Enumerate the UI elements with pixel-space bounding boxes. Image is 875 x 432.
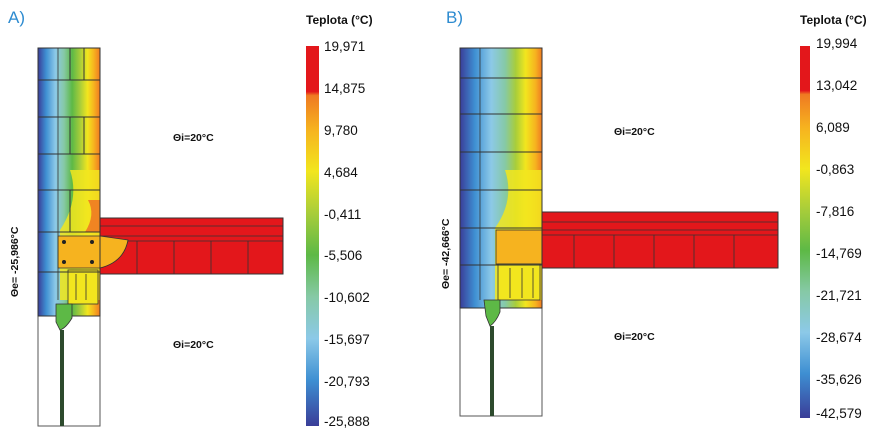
panel-b-detail xyxy=(459,47,779,417)
panel-a-sill xyxy=(55,303,73,331)
panel-b-tick: -7,816 xyxy=(816,204,855,219)
panel-b-tick: -0,863 xyxy=(816,162,855,177)
panel-b-tick: -28,674 xyxy=(816,330,862,345)
panel-a-column-outline xyxy=(37,315,101,427)
panel-b-window-frame xyxy=(497,263,541,301)
panel-b-scale-title: Teplota (°C) xyxy=(800,13,867,27)
panel-a-tick: 19,971 xyxy=(324,39,366,54)
panel-b-tick: -35,626 xyxy=(816,372,862,387)
panel-b-sill xyxy=(483,299,501,327)
panel-a-detail xyxy=(37,47,284,427)
panel-a-tick: 9,780 xyxy=(324,123,358,138)
panel-b-label: B) xyxy=(446,8,463,27)
panel-a-interior-label-bottom: Θi=20°C xyxy=(173,339,214,351)
panel-a-interior-label-top: Θi=20°C xyxy=(173,132,214,144)
panel-b-interior-label-bottom: Θi=20°C xyxy=(614,331,655,343)
panel-a-tick: 14,875 xyxy=(324,81,366,96)
panel-a-tick: -20,793 xyxy=(324,374,370,389)
panel-a-tick: -15,697 xyxy=(324,332,370,347)
panel-b-tick: 13,042 xyxy=(816,78,858,93)
panel-a-label: A) xyxy=(8,8,25,27)
panel-b-interior-label-top: Θi=20°C xyxy=(614,126,655,138)
panel-a-hot-zone xyxy=(85,200,100,232)
panel-a-tick: -25,888 xyxy=(324,414,370,429)
panel-b-tick: 19,994 xyxy=(816,36,858,51)
panel-b-window-profile xyxy=(490,326,494,416)
panel-a-window-frame xyxy=(67,269,99,305)
panel-a-tick: 4,684 xyxy=(324,165,358,180)
panel-a-scale-bar xyxy=(306,46,319,426)
panel-b-tick: -14,769 xyxy=(816,246,862,261)
panel-b-lintel xyxy=(495,229,543,265)
panel-b-scale-bar xyxy=(800,46,810,418)
panel-a-tick: -10,602 xyxy=(324,290,370,305)
panel-b-tick: -42,579 xyxy=(816,406,862,421)
panel-a-tick: -0,411 xyxy=(324,207,362,222)
panel-b-tick: -21,721 xyxy=(816,288,862,303)
panel-b-tick: 6,089 xyxy=(816,120,850,135)
panel-b-column-outline xyxy=(459,307,543,417)
panel-a-slab xyxy=(100,218,283,274)
panel-a-window-profile xyxy=(60,330,64,426)
panel-b-slab xyxy=(542,212,778,268)
panel-a-tick: -5,506 xyxy=(324,248,363,263)
panel-a-scale-title: Teplota (°C) xyxy=(306,13,373,27)
